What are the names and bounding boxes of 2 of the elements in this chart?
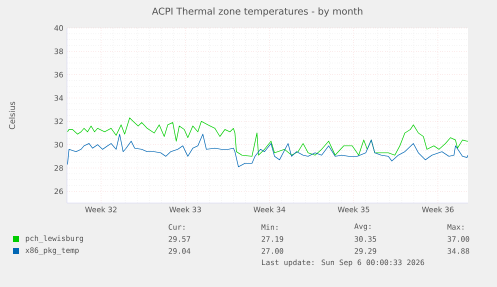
line-series [67,134,468,168]
chart-title: ACPI Thermal zone temperatures - by month [152,7,362,17]
